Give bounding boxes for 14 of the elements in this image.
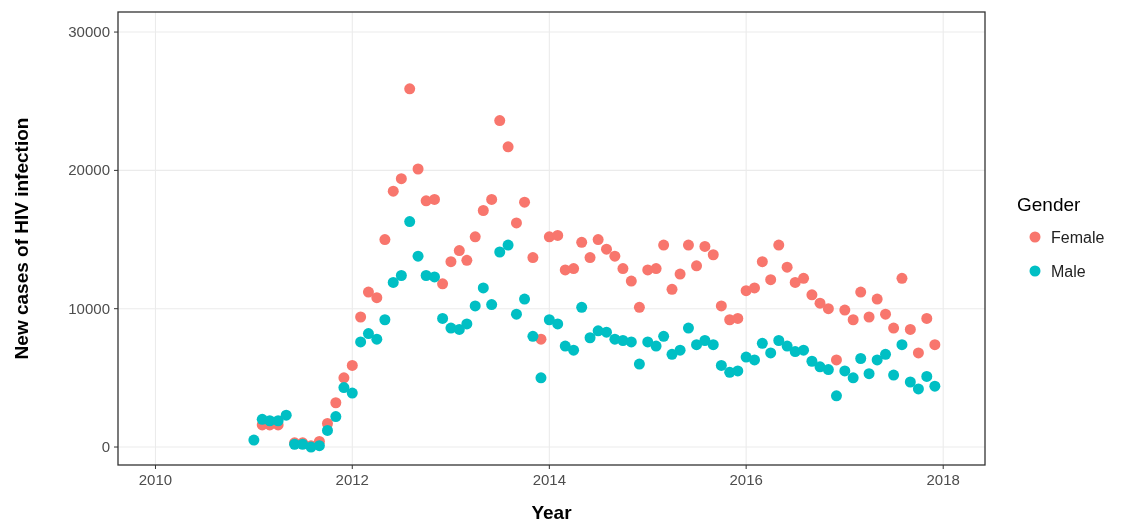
- legend-label: Female: [1051, 229, 1105, 246]
- y-tick-label: 10000: [68, 299, 110, 317]
- x-tick-label: 2014: [532, 471, 567, 488]
- y-tick-label: 0: [101, 438, 110, 456]
- x-tick-label: 2016: [729, 471, 763, 488]
- x-tick-label: 2012: [335, 471, 369, 488]
- y-tick-label: 20000: [68, 161, 110, 179]
- y-axis-title: New cases of HIV infection: [11, 117, 32, 360]
- y-tick-label: 30000: [68, 23, 110, 41]
- legend-label: Male: [1051, 263, 1086, 280]
- x-tick-label: 2010: [138, 471, 173, 488]
- legend-title: Gender: [1017, 194, 1082, 215]
- x-tick-label: 2018: [926, 471, 960, 488]
- x-axis-title: Year: [531, 502, 573, 523]
